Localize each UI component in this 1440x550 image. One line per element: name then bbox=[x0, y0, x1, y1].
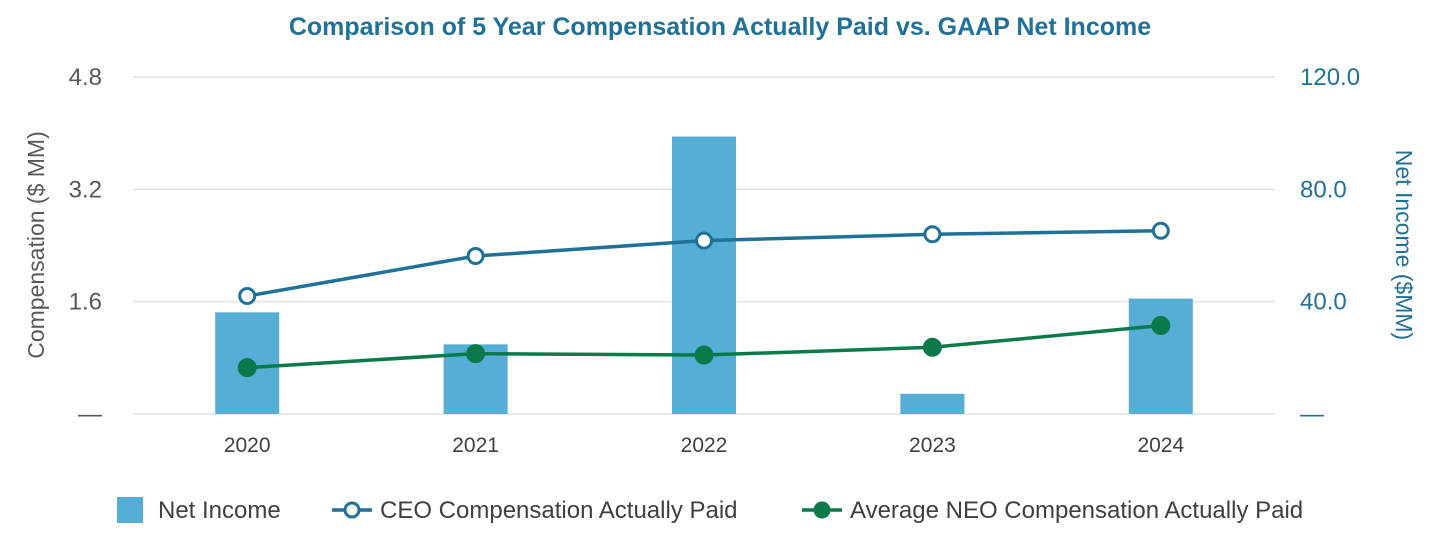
ceo-data-point bbox=[466, 247, 485, 266]
neo-data-point bbox=[466, 344, 486, 364]
y-left-tick-label: 1.6 bbox=[69, 289, 102, 316]
x-tick-label: 2023 bbox=[909, 434, 956, 457]
ceo-data-point bbox=[695, 231, 713, 250]
legend-swatch-ceo-marker bbox=[343, 501, 361, 519]
x-tick-label: 2021 bbox=[452, 434, 499, 457]
ceo-data-point bbox=[923, 225, 942, 244]
legend-label-ceo: CEO Compensation Actually Paid bbox=[380, 497, 738, 524]
bar-net-income bbox=[672, 136, 736, 414]
ceo-data-point bbox=[1151, 221, 1170, 240]
y-right-tick-label: — bbox=[1300, 401, 1324, 428]
legend-label-net-income: Net Income bbox=[158, 497, 281, 524]
y-right-tick-label: 80.0 bbox=[1300, 176, 1347, 203]
neo-data-point bbox=[694, 345, 714, 365]
chart-title: Comparison of 5 Year Compensation Actual… bbox=[289, 13, 1151, 41]
x-tick-label: 2024 bbox=[1137, 434, 1184, 457]
legend: Net Income CEO Compensation Actually Paid… bbox=[117, 497, 1303, 524]
y-right-tick-label: 120.0 bbox=[1300, 64, 1360, 91]
neo-data-point bbox=[237, 358, 257, 378]
x-tick-label: 2022 bbox=[681, 434, 728, 457]
bar-net-income bbox=[1128, 298, 1193, 414]
neo-data-point bbox=[1151, 316, 1171, 336]
legend-swatch-neo-marker bbox=[813, 501, 831, 519]
y-axis-left-label: Compensation ($ MM) bbox=[23, 131, 49, 359]
y-left-tick-label: 3.2 bbox=[69, 176, 102, 203]
legend-label-neo: Average NEO Compensation Actually Paid bbox=[850, 497, 1303, 524]
y-left-tick-label: — bbox=[78, 401, 102, 428]
ceo-data-point bbox=[238, 287, 257, 306]
y-axis-right-label: Net Income ($MM) bbox=[1391, 150, 1417, 340]
bar-net-income bbox=[900, 393, 965, 414]
bar-series bbox=[215, 136, 1193, 414]
axes: — 1.6 3.2 4.8 — 40.0 80.0 120.0 2020 2021 2022 2023… bbox=[69, 64, 1360, 457]
y-left-tick-label: 4.8 bbox=[69, 64, 102, 91]
y-right-tick-label: 40.0 bbox=[1300, 289, 1347, 316]
line-series bbox=[237, 221, 1171, 378]
x-tick-label: 2020 bbox=[224, 434, 271, 457]
legend-swatch-net-income bbox=[117, 497, 143, 523]
neo-data-point bbox=[922, 337, 942, 357]
